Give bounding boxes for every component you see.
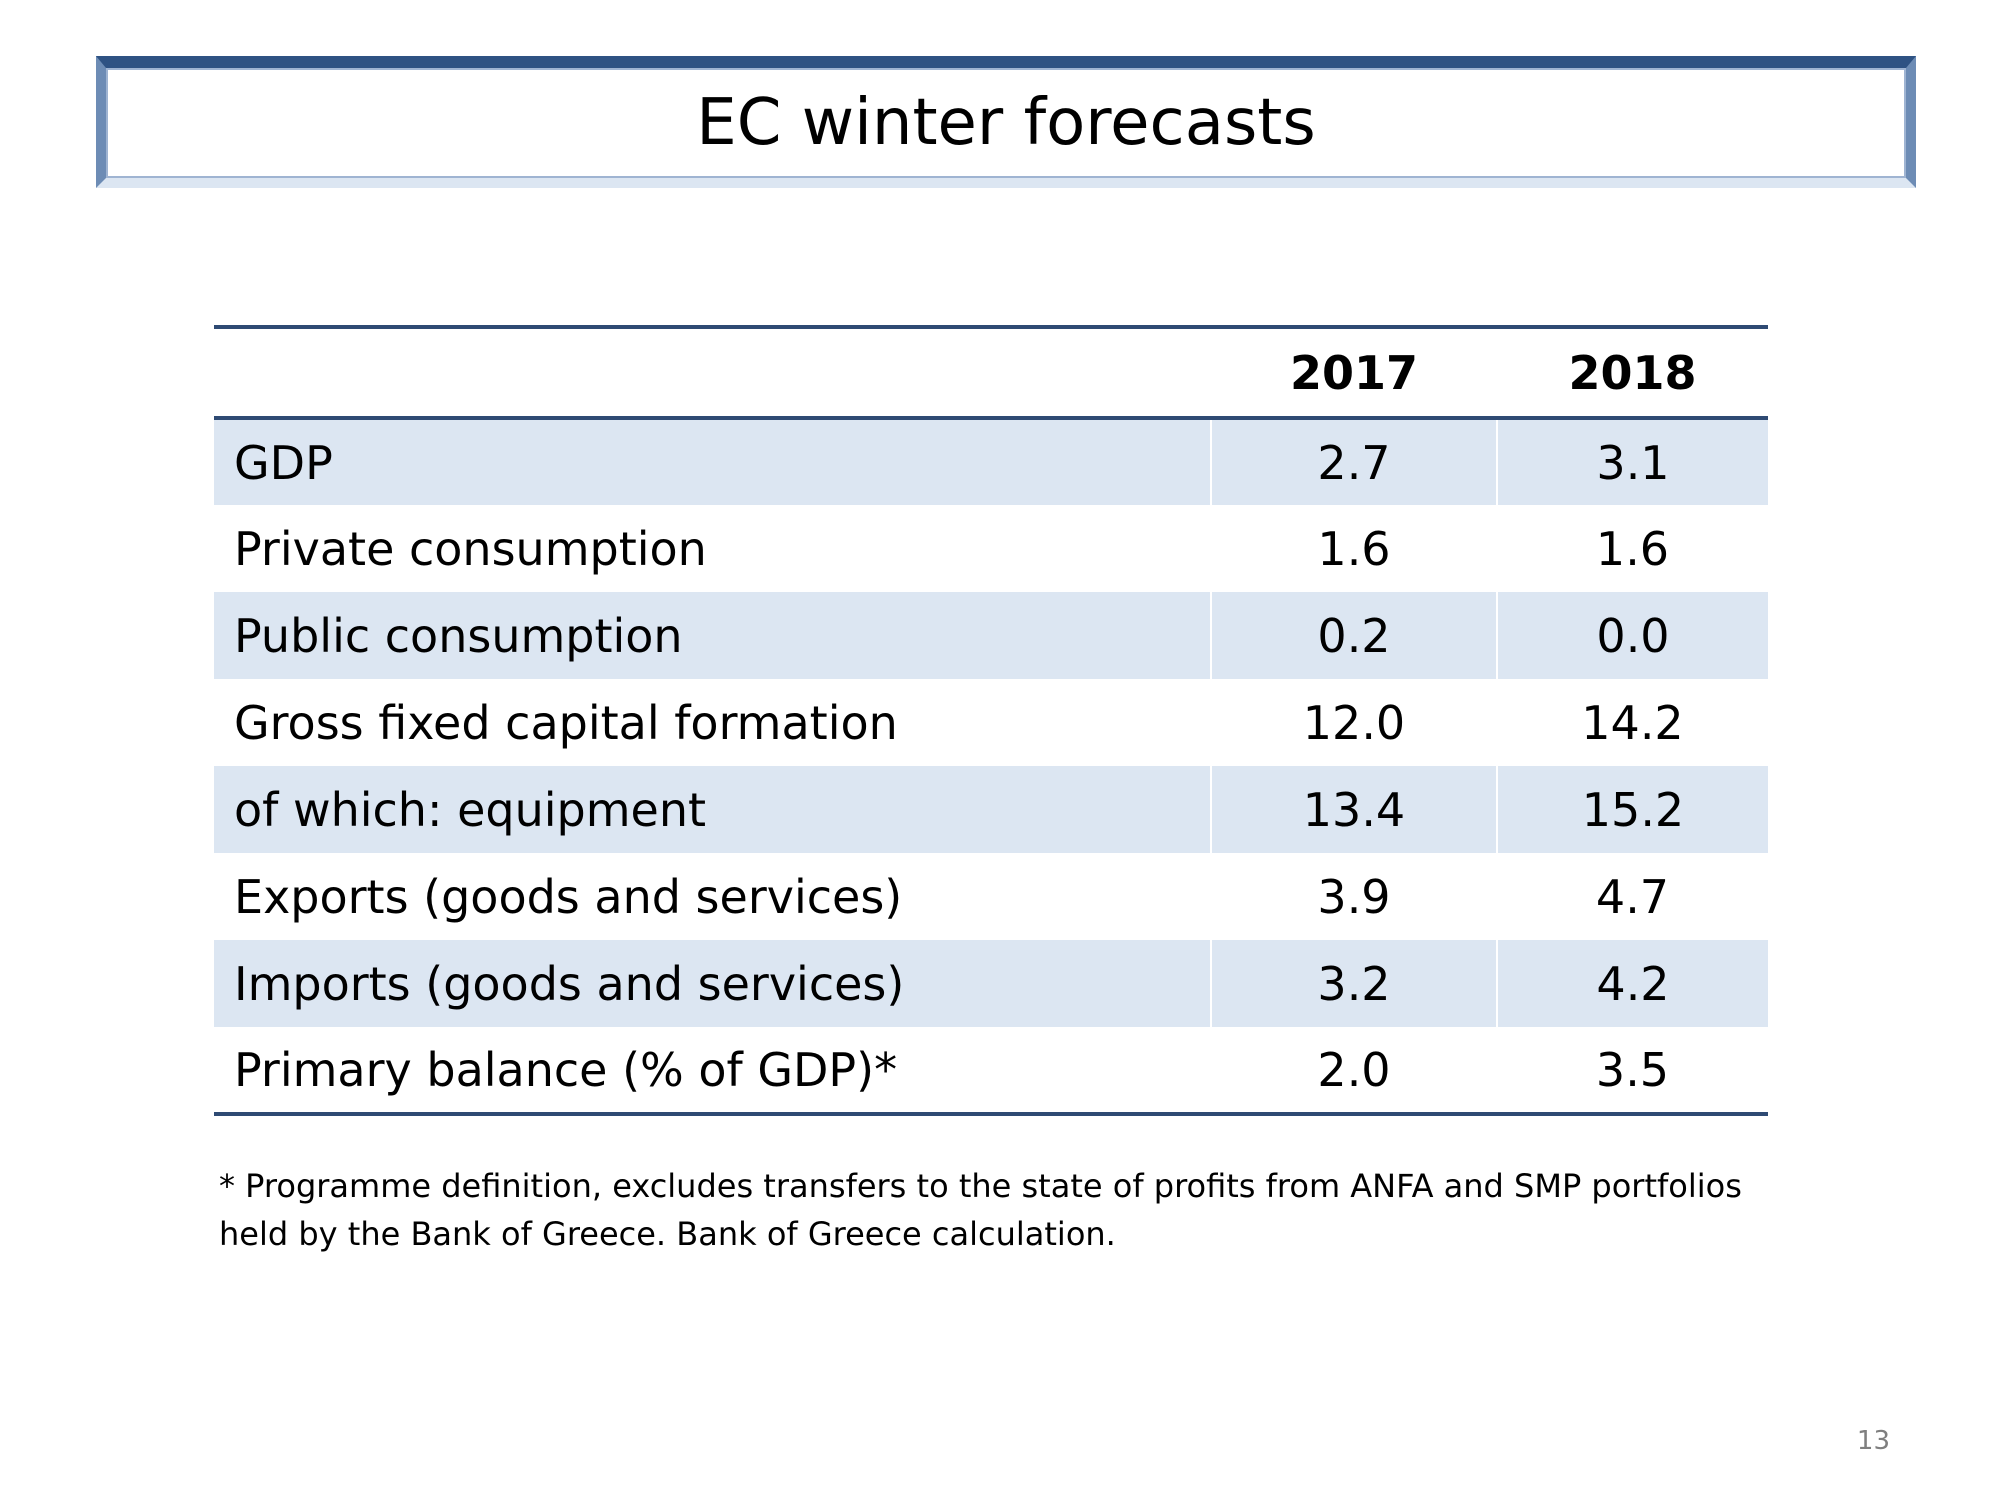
row-value-2017: 12.0 (1302, 695, 1406, 750)
page-number: 13 (1856, 1426, 1890, 1456)
row-value-2018: 3.5 (1497, 1027, 1768, 1116)
table-row: Gross fixed capital formation 12.0 14.2 (214, 679, 1768, 766)
table-row: Primary balance (% of GDP)* 2.0 3.5 (214, 1027, 1768, 1116)
row-label: Primary balance (% of GDP)* (214, 1027, 1211, 1116)
header-cell-2018: 2018 (1497, 325, 1768, 420)
table-row: Imports (goods and services) 3.2 4.2 (214, 940, 1768, 1027)
row-label: Private consumption (234, 521, 707, 576)
row-label: Exports (goods and services) (234, 869, 903, 924)
row-value-2017: 13.4 (1210, 766, 1497, 853)
row-value-2018: 3.1 (1496, 418, 1768, 505)
row-label: GDP (214, 418, 1211, 505)
header-cell-label (214, 325, 1211, 420)
row-value-2017: 3.9 (1317, 869, 1391, 924)
row-label: Imports (goods and services) (214, 940, 1211, 1027)
row-value-2017: 2.7 (1210, 418, 1497, 505)
row-value-2018: 15.2 (1496, 766, 1768, 853)
footnote: * Programme definition, excludes transfe… (219, 1162, 1779, 1258)
table-row: Private consumption 1.6 1.6 (214, 505, 1768, 592)
footnote-line: held by the Bank of Greece. Bank of Gree… (219, 1215, 1116, 1253)
row-value-2018: 4.7 (1595, 869, 1670, 924)
table-row: of which: equipment 13.4 15.2 (214, 766, 1768, 853)
row-label: of which: equipment (214, 766, 1211, 853)
row-value-2018: 14.2 (1581, 695, 1684, 750)
forecast-table: 2017 2018 GDP 2.7 3.1 Private consumptio… (214, 325, 1768, 1116)
table-row: Public consumption 0.2 0.0 (214, 592, 1768, 679)
table-row: GDP 2.7 3.1 (214, 418, 1768, 505)
row-label: Public consumption (214, 592, 1211, 679)
title-banner: EC winter forecasts (96, 56, 1916, 188)
row-value-2017: 1.6 (1317, 521, 1391, 576)
header-cell-2017: 2017 (1211, 325, 1497, 420)
row-value-2018: 0.0 (1496, 592, 1768, 679)
row-value-2018: 1.6 (1595, 521, 1670, 576)
table-header-row: 2017 2018 (214, 325, 1768, 420)
row-value-2017: 0.2 (1210, 592, 1497, 679)
row-value-2018: 4.2 (1496, 940, 1768, 1027)
footnote-line: * Programme definition, excludes transfe… (219, 1167, 1742, 1205)
table-row: Exports (goods and services) 3.9 4.7 (214, 853, 1768, 940)
row-value-2017: 2.0 (1211, 1027, 1497, 1116)
row-label: Gross fixed capital formation (234, 695, 898, 750)
row-value-2017: 3.2 (1210, 940, 1497, 1027)
page-title: EC winter forecasts (696, 86, 1316, 160)
